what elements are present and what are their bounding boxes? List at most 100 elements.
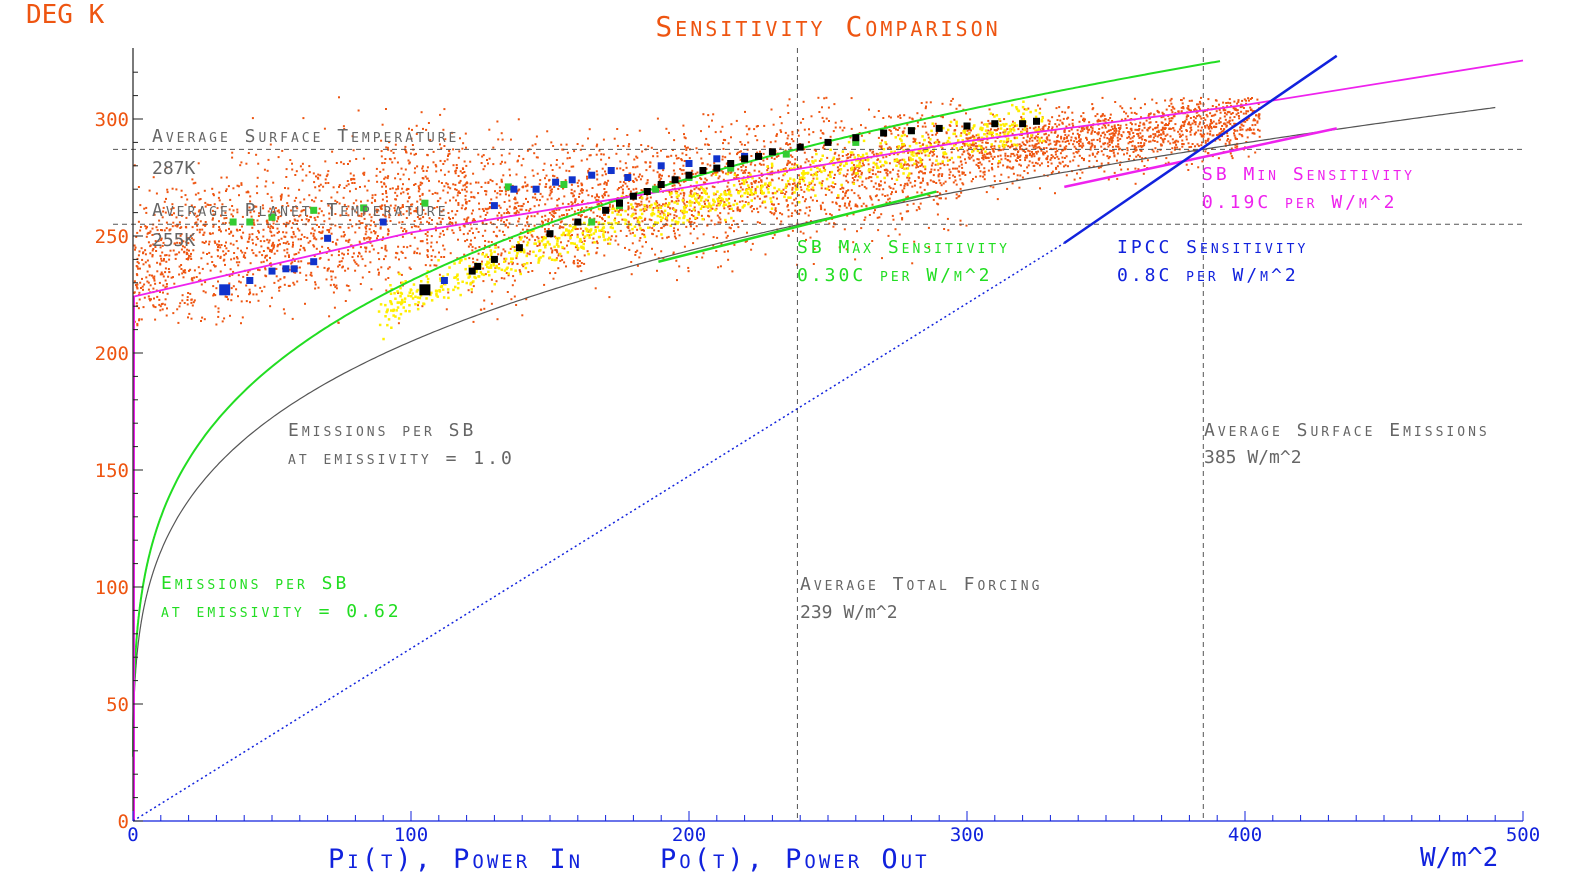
orange-cloud-dot [314,219,317,222]
orange-cloud-dot [285,231,288,234]
orange-cloud-dot [638,196,641,199]
orange-cloud-dot [158,281,161,284]
orange-cloud-dot [335,242,337,245]
orange-cloud-dot [563,247,566,250]
orange-cloud-dot [846,196,849,199]
orange-cloud-dot [327,258,330,261]
orange-cloud-dot [980,163,983,166]
orange-cloud-dot [516,160,519,163]
orange-cloud-dot [158,233,160,235]
orange-cloud-dot [841,155,844,157]
orange-cloud-dot [426,220,429,223]
orange-cloud-dot [621,184,624,187]
orange-cloud-dot [572,218,574,221]
orange-cloud-dot [383,162,386,164]
orange-cloud-dot [1200,96,1202,99]
orange-cloud-dot [613,137,616,140]
orange-cloud-dot [285,176,288,178]
orange-cloud-dot [167,275,170,278]
orange-cloud-dot [443,173,446,176]
orange-cloud-dot [1171,138,1174,141]
orange-cloud-dot [328,217,331,220]
orange-cloud-dot [1091,127,1094,130]
orange-cloud-dot [279,278,282,281]
orange-cloud-dot [148,297,151,300]
orange-cloud-dot [1103,170,1106,173]
orange-cloud-dot [327,247,330,249]
orange-cloud-dot [354,231,357,234]
orange-cloud-dot [916,152,919,155]
orange-cloud-dot [413,184,416,186]
orange-cloud-dot [152,243,155,246]
orange-cloud-dot [527,225,530,228]
orange-cloud-dot [656,151,659,154]
orange-cloud-dot [276,245,279,248]
orange-cloud-dot [322,185,325,188]
orange-cloud-dot [1078,154,1081,157]
orange-cloud-dot [504,193,507,196]
orange-cloud-dot [561,162,564,165]
orange-cloud-dot [439,221,442,224]
orange-cloud-dot [1108,138,1111,141]
orange-cloud-dot [1027,107,1030,110]
orange-cloud-dot [178,221,181,224]
orange-cloud-dot [1063,146,1066,149]
orange-cloud-dot [402,245,405,248]
orange-cloud-dot [940,197,942,200]
orange-cloud-dot [1192,115,1195,118]
orange-cloud-dot [671,185,674,187]
orange-cloud-dot [1104,126,1107,129]
orange-cloud-dot [674,190,677,193]
orange-cloud-dot [187,242,190,245]
orange-cloud-dot [443,256,446,258]
orange-cloud-dot [636,165,639,168]
orange-cloud-dot [355,158,358,160]
orange-cloud-dot [1108,143,1111,146]
orange-cloud-dot [1193,132,1196,135]
orange-cloud-dot [299,248,302,251]
orange-cloud-dot [977,165,980,168]
orange-cloud-dot [954,167,957,170]
orange-cloud-dot [1197,125,1200,128]
orange-cloud-dot [1073,140,1076,143]
orange-cloud-dot [145,235,148,238]
orange-cloud-dot [327,182,330,184]
orange-cloud-dot [970,129,972,132]
orange-cloud-dot [982,171,985,174]
orange-cloud-dot [355,211,358,214]
orange-cloud-dot [345,212,348,215]
orange-cloud-dot [222,250,225,253]
orange-cloud-dot [1139,132,1142,135]
orange-cloud-dot [1238,133,1241,136]
orange-cloud-dot [985,191,988,194]
orange-cloud-dot [525,298,528,301]
orange-cloud-dot [1069,160,1072,163]
orange-cloud-dot [596,203,599,206]
orange-cloud-dot [483,307,486,310]
orange-cloud-dot [1035,152,1038,155]
orange-cloud-dot [457,156,460,159]
orange-cloud-dot [877,229,880,232]
orange-cloud-dot [213,213,216,216]
orange-cloud-dot [235,240,238,243]
orange-cloud-dot [328,212,331,215]
orange-cloud-dot [1126,115,1129,118]
orange-cloud-dot [556,199,559,202]
orange-cloud-dot [1117,124,1120,126]
orange-cloud-dot [677,182,680,185]
orange-cloud-dot [139,229,142,232]
orange-cloud-dot [1068,130,1071,133]
orange-cloud-dot [1020,148,1023,151]
orange-cloud-dot [1063,136,1066,139]
orange-cloud-dot [780,130,783,133]
orange-cloud-dot [787,182,790,185]
orange-cloud-dot [730,123,733,126]
orange-cloud-dot [146,259,149,262]
orange-cloud-dot [1079,140,1082,143]
orange-cloud-dot [1073,145,1076,148]
orange-cloud-dot [365,224,368,227]
orange-cloud-dot [175,237,178,240]
orange-cloud-dot [1047,126,1050,128]
orange-cloud-dot [324,182,327,185]
orange-cloud-dot [408,127,410,130]
